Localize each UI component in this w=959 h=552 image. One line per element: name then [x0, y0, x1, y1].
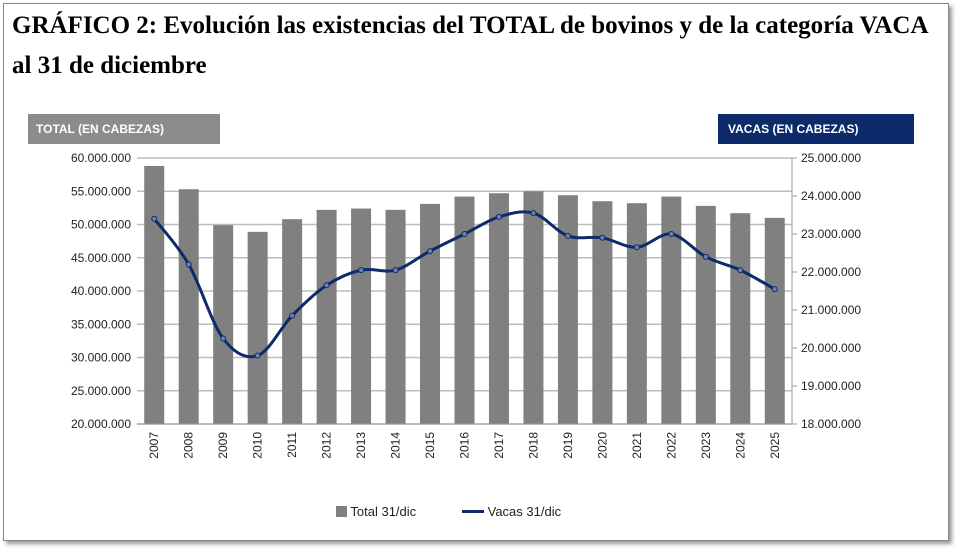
vacas-point-2010 — [254, 352, 261, 359]
bar-2016 — [454, 196, 475, 424]
bar-2023 — [695, 205, 716, 424]
bar-2018 — [523, 191, 544, 424]
vacas-point-2012 — [323, 282, 330, 289]
vacas-point-2022 — [668, 231, 675, 237]
y-tick-left: 40.000.000 — [71, 284, 131, 298]
bar-2012 — [316, 209, 337, 424]
x-tick-label: 2022 — [664, 432, 678, 459]
vacas-point-2025 — [771, 286, 778, 293]
vacas-point-2018 — [530, 210, 537, 217]
bar-2019 — [557, 195, 578, 424]
bar-2010 — [247, 231, 268, 424]
x-tick-label: 2010 — [251, 432, 265, 459]
legend-item-total: Total 31/dic — [336, 504, 416, 519]
y-tick-left: 25.000.000 — [71, 384, 131, 398]
x-tick-label: 2023 — [699, 432, 713, 459]
vacas-point-2015 — [427, 248, 434, 255]
vacas-point-2013 — [358, 267, 365, 274]
vacas-point-2023 — [702, 253, 709, 260]
legend-item-vacas: Vacas 31/dic — [462, 504, 561, 519]
vacas-point-2020 — [599, 234, 606, 241]
bar-2022 — [661, 196, 682, 424]
bar-2007 — [144, 165, 165, 425]
legend-label-total: Total 31/dic — [350, 504, 417, 519]
y-tick-right: 20.000.000 — [801, 341, 861, 355]
legend-swatch-bar — [336, 506, 347, 517]
y-tick-left: 50.000.000 — [71, 218, 131, 232]
x-tick-label: 2013 — [354, 432, 368, 459]
vacas-point-2021 — [633, 244, 640, 251]
bar-2024 — [730, 213, 751, 424]
x-tick-label: 2019 — [561, 432, 575, 459]
y-tick-left: 30.000.000 — [71, 351, 131, 365]
x-tick-label: 2024 — [733, 432, 747, 459]
y-tick-right: 21.000.000 — [801, 303, 861, 317]
y-tick-left: 20.000.000 — [71, 417, 131, 431]
vacas-point-2019 — [564, 232, 571, 239]
y-tick-left: 55.000.000 — [71, 184, 131, 198]
bar-2020 — [592, 201, 613, 424]
vacas-point-2014 — [392, 267, 399, 274]
bar-2013 — [351, 208, 372, 424]
vacas-point-2011 — [289, 312, 296, 319]
bar-2025 — [764, 217, 785, 424]
bar-2011 — [282, 219, 303, 424]
x-tick-label: 2015 — [423, 432, 437, 459]
right-axis-label: VACAS (EN CABEZAS) — [718, 114, 914, 144]
bar-2015 — [420, 203, 441, 424]
y-tick-right: 19.000.000 — [801, 379, 861, 393]
x-tick-label: 2018 — [526, 432, 540, 459]
vacas-point-2007 — [151, 215, 158, 222]
y-tick-right: 25.000.000 — [801, 151, 861, 165]
bar-2017 — [488, 193, 509, 424]
y-tick-right: 23.000.000 — [801, 227, 861, 241]
chart-title: GRÁFICO 2: Evolución las existencias del… — [12, 12, 928, 79]
y-tick-left: 45.000.000 — [71, 251, 131, 265]
bar-2009 — [213, 225, 234, 424]
x-tick-label: 2012 — [320, 432, 334, 459]
bar-2021 — [626, 203, 647, 424]
vacas-point-2017 — [495, 213, 502, 220]
y-tick-right: 22.000.000 — [801, 265, 861, 279]
x-tick-label: 2025 — [768, 432, 782, 459]
x-tick-label: 2007 — [147, 432, 161, 459]
legend-label-vacas: Vacas 31/dic — [487, 504, 562, 519]
vacas-point-2016 — [461, 231, 468, 237]
x-tick-label: 2009 — [216, 432, 230, 459]
y-tick-right: 18.000.000 — [801, 417, 861, 431]
x-tick-label: 2011 — [285, 432, 299, 458]
x-tick-label: 2016 — [458, 432, 472, 459]
x-tick-label: 2017 — [492, 432, 506, 459]
x-tick-label: 2014 — [389, 432, 403, 459]
y-tick-left: 60.000.000 — [71, 151, 131, 165]
x-tick-label: 2020 — [595, 432, 609, 459]
vacas-point-2024 — [737, 267, 744, 274]
bar-2014 — [385, 209, 406, 424]
x-tick-label: 2008 — [182, 432, 196, 459]
left-axis-label: TOTAL (EN CABEZAS) — [28, 114, 220, 144]
legend-swatch-line — [462, 510, 484, 513]
y-tick-right: 24.000.000 — [801, 189, 861, 203]
vacas-point-2008 — [185, 261, 192, 268]
bar-2008 — [178, 189, 199, 424]
vacas-point-2009 — [220, 335, 227, 342]
x-tick-label: 2021 — [630, 432, 644, 459]
y-tick-left: 35.000.000 — [71, 317, 131, 331]
